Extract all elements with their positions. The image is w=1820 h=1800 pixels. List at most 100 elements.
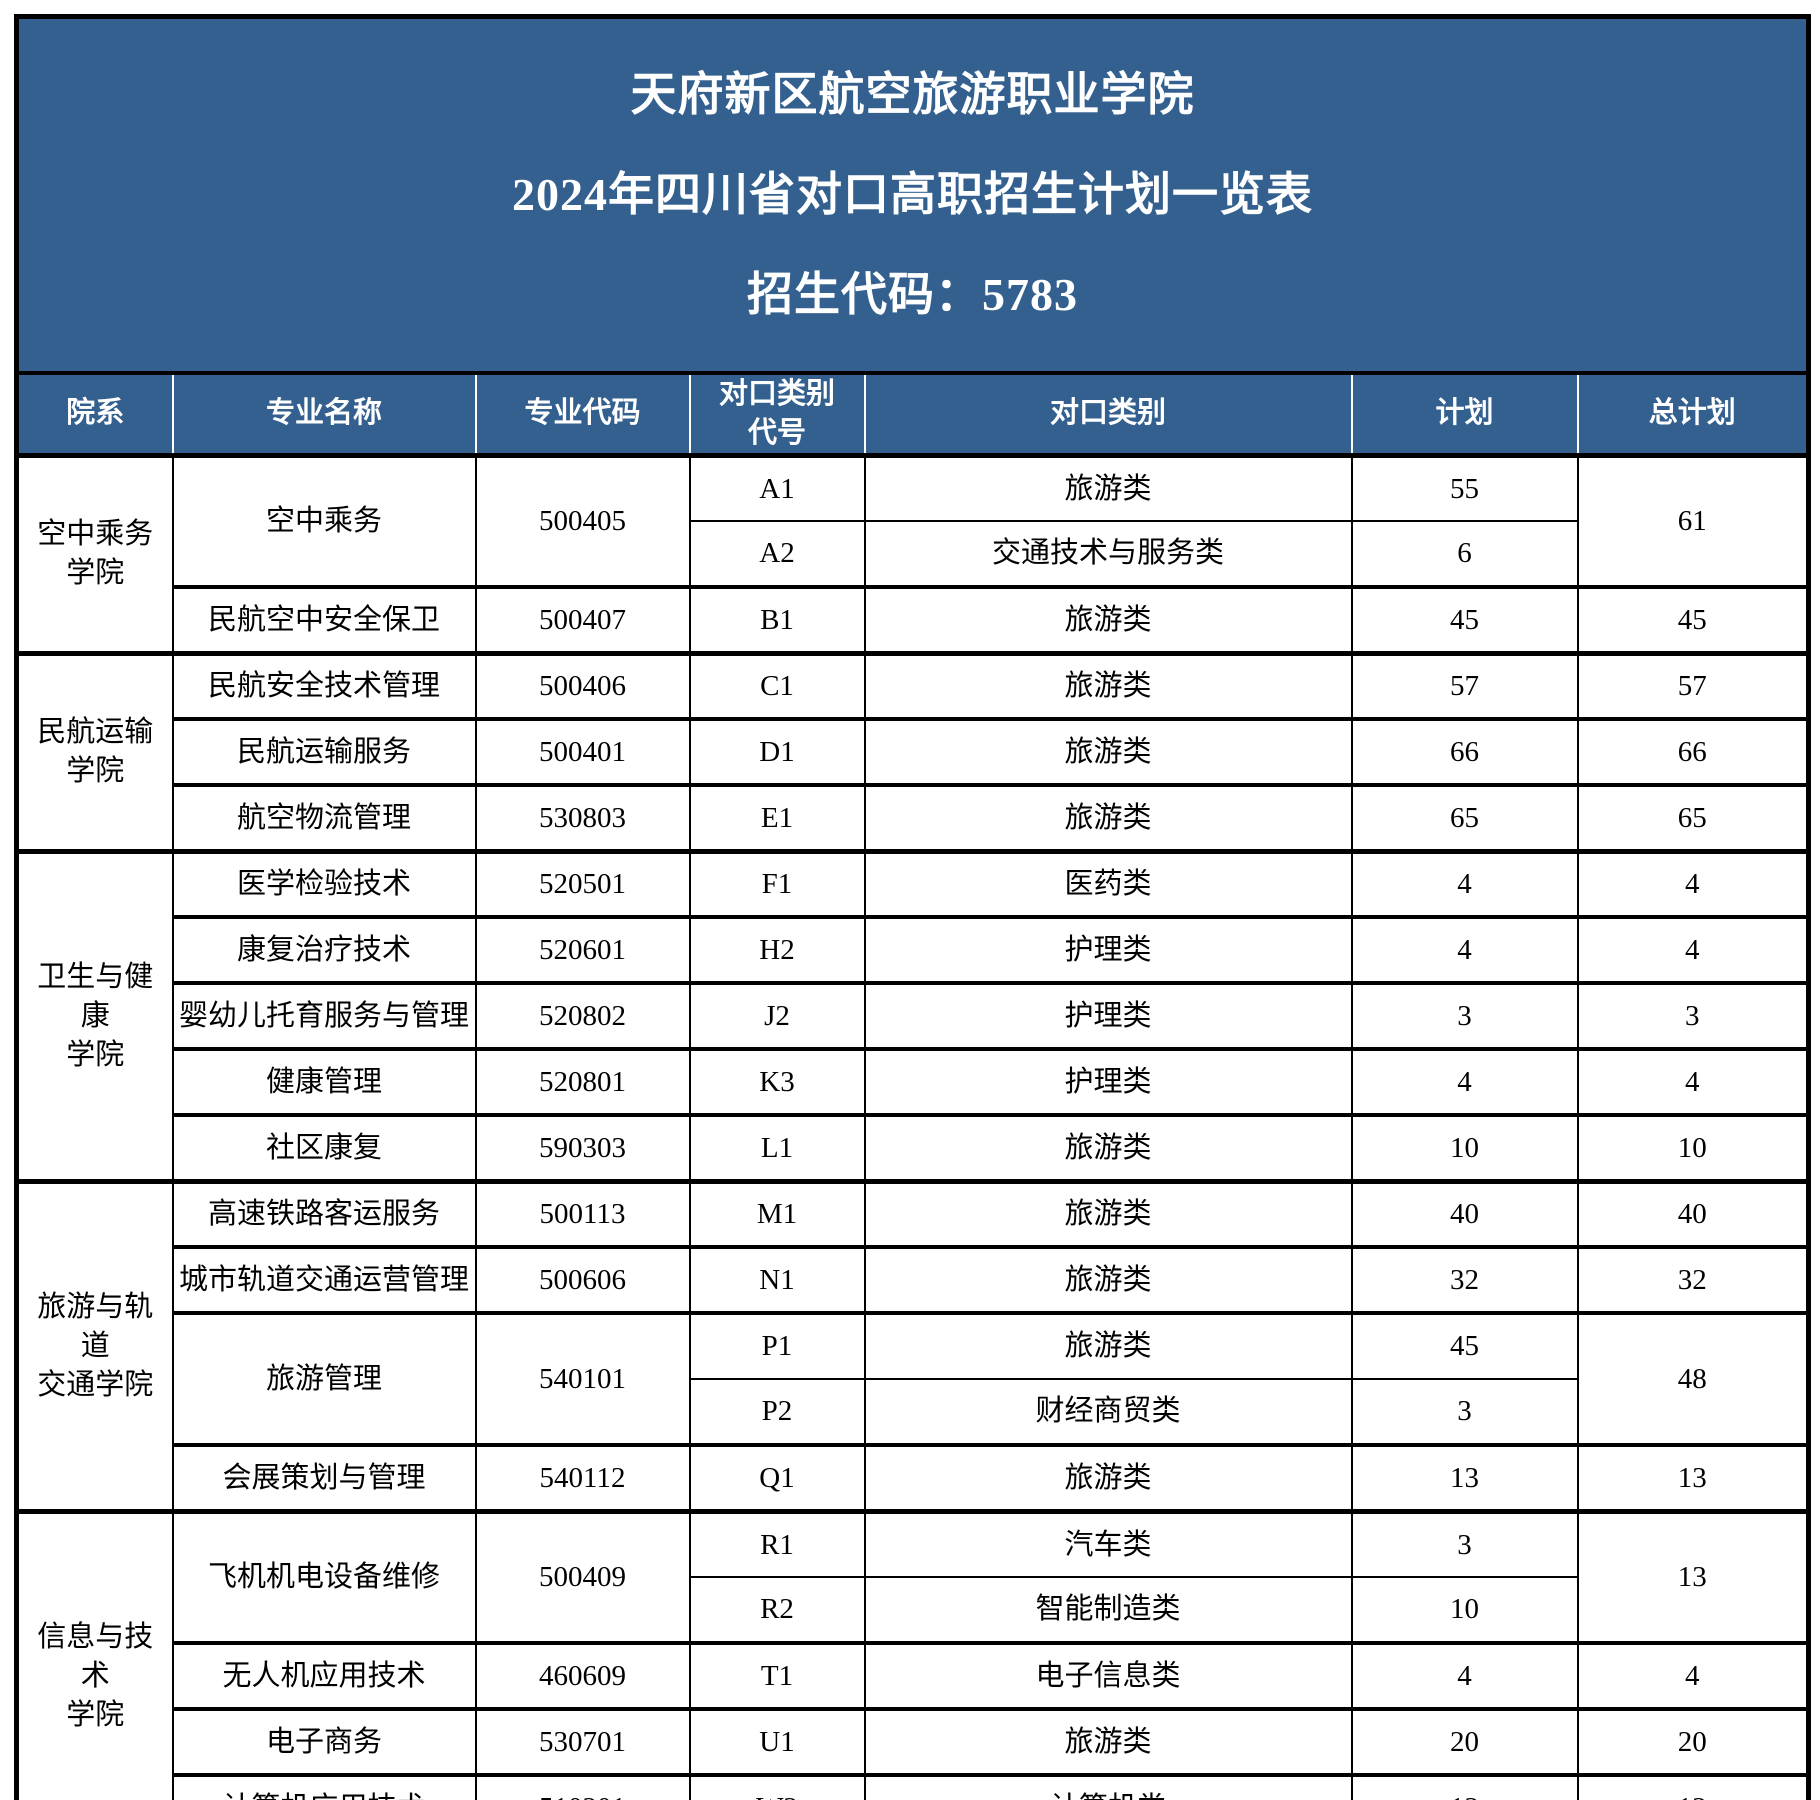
major-name-cell: 电子商务 bbox=[171, 1707, 477, 1777]
column-header-3: 专业代码 bbox=[474, 372, 691, 458]
total-plan-cell: 4 bbox=[1576, 1047, 1810, 1117]
major-code-cell: 500409 bbox=[474, 1508, 691, 1645]
major-name-cell: 航空物流管理 bbox=[171, 783, 477, 853]
category-code-cell: F1 bbox=[688, 848, 866, 919]
category-name-cell: 旅游类 bbox=[863, 1707, 1353, 1777]
category-name-cell: 财经商贸类 bbox=[863, 1378, 1353, 1447]
major-code-cell: 510201 bbox=[474, 1773, 691, 1800]
total-plan-cell: 61 bbox=[1576, 452, 1810, 589]
category-code-cell: N1 bbox=[688, 1245, 866, 1315]
table-row: 民航运输 学院 民航安全技术管理 500406 C1 旅游类 57 57 bbox=[15, 650, 1810, 853]
table-row: 康复治疗技术 520601 H2 护理类 4 4 bbox=[17, 915, 1810, 985]
category-name-cell: 医药类 bbox=[863, 848, 1353, 919]
category-name-cell: 护理类 bbox=[863, 1047, 1353, 1117]
major-name-cell: 旅游管理 bbox=[171, 1311, 477, 1447]
plan-cell: 6 bbox=[1350, 520, 1579, 589]
total-plan-cell: 4 bbox=[1576, 848, 1810, 919]
table-row: 会展策划与管理 540112 Q1 旅游类 13 13 bbox=[17, 1443, 1810, 1513]
category-code-cell: M1 bbox=[688, 1178, 866, 1249]
major-code-cell: 530803 bbox=[474, 783, 691, 853]
column-header-7: 总计划 bbox=[1576, 372, 1810, 458]
total-plan-cell: 10 bbox=[1576, 1113, 1810, 1183]
major-name-cell: 康复治疗技术 bbox=[171, 915, 477, 985]
total-plan-cell: 20 bbox=[1576, 1707, 1810, 1777]
category-name-cell: 旅游类 bbox=[863, 650, 1353, 721]
plan-cell: 4 bbox=[1350, 1047, 1579, 1117]
major-name-cell: 民航空中安全保卫 bbox=[171, 585, 477, 655]
category-name-cell: 旅游类 bbox=[863, 585, 1353, 655]
category-code-cell: P1 bbox=[688, 1311, 866, 1381]
plan-cell: 40 bbox=[1350, 1178, 1579, 1249]
category-code-cell: A1 bbox=[688, 452, 866, 523]
major-name-cell: 会展策划与管理 bbox=[171, 1443, 477, 1513]
table-row: 卫生与健康 学院 医学检验技术 520501 F1 医药类 4 4 bbox=[15, 848, 1810, 1183]
plan-cell: 4 bbox=[1350, 848, 1579, 919]
category-code-cell: P2 bbox=[688, 1378, 866, 1447]
table-row: 婴幼儿托育服务与管理 520802 J2 护理类 3 3 bbox=[17, 981, 1810, 1051]
dept-cell: 民航运输 学院 bbox=[15, 650, 174, 853]
category-name-cell: 旅游类 bbox=[863, 783, 1353, 853]
dept-cell: 空中乘务 学院 bbox=[15, 452, 174, 655]
total-plan-cell: 4 bbox=[1576, 915, 1810, 985]
category-name-cell: 旅游类 bbox=[863, 1178, 1353, 1249]
category-code-cell: J2 bbox=[688, 981, 866, 1051]
major-code-cell: 540101 bbox=[474, 1311, 691, 1447]
table-row: 民航空中安全保卫 500407 B1 旅游类 45 45 bbox=[17, 585, 1810, 655]
category-name-cell: 护理类 bbox=[863, 981, 1353, 1051]
category-code-cell: K3 bbox=[688, 1047, 866, 1117]
table-subtitle: 2024年四川省对口高职招生计划一览表 bbox=[512, 169, 1313, 221]
column-header-6: 计划 bbox=[1350, 372, 1579, 458]
table-row: A2 交通技术与服务类 6 bbox=[17, 520, 1809, 589]
category-code-cell: W2 bbox=[688, 1773, 866, 1800]
plan-cell: 13 bbox=[1350, 1443, 1579, 1513]
total-plan-cell: 45 bbox=[1576, 585, 1810, 655]
major-code-cell: 500401 bbox=[474, 717, 691, 787]
major-name-cell: 民航安全技术管理 bbox=[171, 650, 477, 721]
column-header-2: 专业名称 bbox=[171, 372, 477, 458]
major-code-cell: 500113 bbox=[474, 1178, 691, 1249]
major-name-cell: 婴幼儿托育服务与管理 bbox=[171, 981, 477, 1051]
total-plan-cell: 4 bbox=[1576, 1641, 1810, 1711]
college-name: 天府新区航空旅游职业学院 bbox=[630, 69, 1195, 121]
column-header-row: 院系 专业名称 专业代码 对口类别 代号 对口类别 计划 总计划 bbox=[15, 372, 1810, 458]
category-code-cell: E1 bbox=[688, 783, 866, 853]
category-code-cell: U1 bbox=[688, 1707, 866, 1777]
plan-cell: 4 bbox=[1350, 1641, 1579, 1711]
enrollment-code: 招生代码：5783 bbox=[747, 269, 1078, 321]
column-header-4: 对口类别 代号 bbox=[688, 372, 866, 458]
table-row: 计算机应用技术510201W2计算机类1212 bbox=[17, 1773, 1810, 1800]
table-row: 健康管理 520801 K3 护理类 4 4 bbox=[17, 1047, 1810, 1117]
category-name-cell: 旅游类 bbox=[863, 1443, 1353, 1513]
dept-cell: 卫生与健康 学院 bbox=[15, 848, 174, 1183]
major-name-cell: 民航运输服务 bbox=[171, 717, 477, 787]
major-name-cell: 无人机应用技术 bbox=[171, 1641, 477, 1711]
plan-cell: 66 bbox=[1350, 717, 1579, 787]
total-plan-cell: 3 bbox=[1576, 981, 1810, 1051]
category-name-cell: 汽车类 bbox=[863, 1508, 1353, 1579]
title-row: 天府新区航空旅游职业学院 2024年四川省对口高职招生计划一览表 招生代码：57… bbox=[15, 15, 1810, 375]
plan-cell: 3 bbox=[1350, 1378, 1579, 1447]
major-name-cell: 计算机应用技术 bbox=[171, 1773, 477, 1800]
category-code-cell: L1 bbox=[688, 1113, 866, 1183]
total-plan-cell: 13 bbox=[1576, 1508, 1810, 1645]
category-code-cell: A2 bbox=[688, 520, 866, 589]
category-name-cell: 旅游类 bbox=[863, 717, 1353, 787]
category-code-cell: T1 bbox=[688, 1641, 866, 1711]
plan-cell: 10 bbox=[1350, 1576, 1579, 1645]
table-row: 旅游管理 540101 P1 旅游类 45 48 bbox=[17, 1311, 1810, 1447]
major-code-cell: 520601 bbox=[474, 915, 691, 985]
major-code-cell: 540112 bbox=[474, 1443, 691, 1513]
table-row: 无人机应用技术 460609 T1 电子信息类 4 4 bbox=[17, 1641, 1810, 1711]
table-row: P2 财经商贸类 3 bbox=[17, 1378, 1809, 1447]
category-code-cell: D1 bbox=[688, 717, 866, 787]
table-row: 民航运输服务 500401 D1 旅游类 66 66 bbox=[17, 717, 1810, 787]
category-code-cell: Q1 bbox=[688, 1443, 866, 1513]
total-plan-cell: 65 bbox=[1576, 783, 1810, 853]
plan-cell: 45 bbox=[1350, 1311, 1579, 1381]
total-plan-cell: 66 bbox=[1576, 717, 1810, 787]
major-name-cell: 城市轨道交通运营管理 bbox=[171, 1245, 477, 1315]
plan-cell: 4 bbox=[1350, 915, 1579, 985]
total-plan-cell: 32 bbox=[1576, 1245, 1810, 1315]
major-code-cell: 500406 bbox=[474, 650, 691, 721]
total-plan-cell: 48 bbox=[1576, 1311, 1810, 1447]
